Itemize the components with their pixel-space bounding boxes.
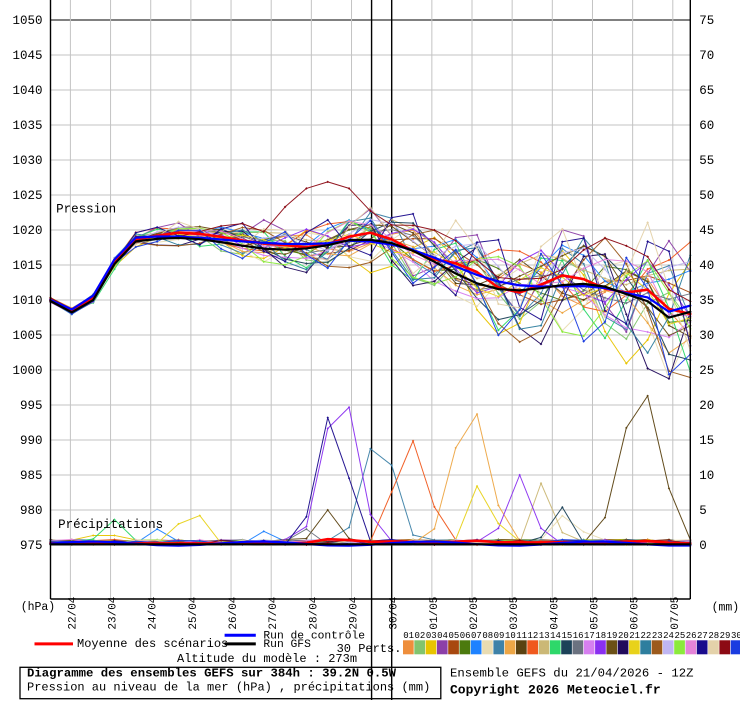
svg-text:05: 05 — [448, 631, 459, 641]
svg-text:10: 10 — [699, 469, 714, 483]
svg-text:1040: 1040 — [12, 84, 42, 98]
svg-text:Altitude du modèle : 273m: Altitude du modèle : 273m — [177, 652, 357, 666]
svg-text:14: 14 — [550, 631, 561, 641]
svg-text:22/04: 22/04 — [67, 596, 79, 629]
svg-text:Diagramme des ensembles GEFS s: Diagramme des ensembles GEFS sur 384h : … — [27, 667, 397, 681]
svg-text:26: 26 — [686, 631, 697, 641]
svg-text:28/04: 28/04 — [308, 596, 320, 629]
svg-text:06/05: 06/05 — [630, 597, 642, 630]
svg-text:0: 0 — [699, 539, 707, 553]
svg-text:995: 995 — [20, 399, 43, 413]
svg-text:15: 15 — [561, 631, 572, 641]
svg-text:Pression au niveau de la mer (: Pression au niveau de la mer (hPa) , pré… — [27, 681, 430, 695]
svg-text:28: 28 — [708, 631, 719, 641]
svg-text:09: 09 — [494, 631, 505, 641]
svg-text:18: 18 — [595, 631, 606, 641]
svg-text:60: 60 — [699, 119, 714, 133]
svg-text:19: 19 — [607, 631, 618, 641]
svg-text:Moyenne des scénarios: Moyenne des scénarios — [77, 637, 228, 651]
svg-text:25/04: 25/04 — [188, 596, 200, 629]
svg-text:21: 21 — [629, 631, 640, 641]
svg-text:30: 30 — [731, 631, 740, 641]
svg-text:08: 08 — [482, 631, 493, 641]
svg-text:70: 70 — [699, 49, 714, 63]
svg-text:12: 12 — [528, 631, 539, 641]
svg-text:Pression: Pression — [56, 202, 116, 216]
svg-text:06: 06 — [460, 631, 471, 641]
svg-text:1045: 1045 — [12, 49, 42, 63]
svg-text:29/04: 29/04 — [349, 596, 361, 629]
svg-text:Run GFS: Run GFS — [263, 639, 311, 651]
svg-text:20: 20 — [618, 631, 629, 641]
svg-text:02/05: 02/05 — [469, 597, 481, 630]
svg-text:25: 25 — [699, 364, 714, 378]
svg-text:40: 40 — [699, 259, 714, 273]
svg-text:07: 07 — [471, 631, 482, 641]
svg-text:15: 15 — [699, 434, 714, 448]
svg-text:05/05: 05/05 — [589, 597, 601, 630]
svg-text:Ensemble GEFS du 21/04/2026 -: Ensemble GEFS du 21/04/2026 - 12Z — [450, 667, 694, 681]
svg-text:990: 990 — [20, 434, 43, 448]
svg-text:Précipitations: Précipitations — [58, 518, 163, 532]
svg-text:04: 04 — [437, 631, 448, 641]
svg-text:1005: 1005 — [12, 329, 42, 343]
svg-text:02: 02 — [415, 631, 426, 641]
svg-text:30 Perts.: 30 Perts. — [337, 642, 402, 656]
svg-text:980: 980 — [20, 504, 43, 518]
svg-text:22: 22 — [641, 631, 652, 641]
svg-text:45: 45 — [699, 224, 714, 238]
svg-text:20: 20 — [699, 399, 714, 413]
svg-text:17: 17 — [584, 631, 595, 641]
svg-text:04/05: 04/05 — [549, 597, 561, 630]
svg-text:13: 13 — [539, 631, 550, 641]
svg-text:35: 35 — [699, 294, 714, 308]
svg-text:23: 23 — [652, 631, 663, 641]
svg-text:03: 03 — [426, 631, 437, 641]
svg-text:975: 975 — [20, 539, 43, 553]
svg-text:26/04: 26/04 — [228, 596, 240, 629]
svg-text:1015: 1015 — [12, 259, 42, 273]
svg-text:30/04: 30/04 — [389, 596, 401, 629]
svg-text:Copyright 2026 Meteociel.fr: Copyright 2026 Meteociel.fr — [450, 683, 661, 698]
svg-text:1025: 1025 — [12, 189, 42, 203]
svg-text:03/05: 03/05 — [509, 597, 521, 630]
svg-text:985: 985 — [20, 469, 43, 483]
svg-text:24: 24 — [663, 631, 674, 641]
svg-text:1000: 1000 — [12, 364, 42, 378]
svg-text:01/05: 01/05 — [429, 597, 441, 630]
svg-text:65: 65 — [699, 84, 714, 98]
svg-text:30: 30 — [699, 329, 714, 343]
svg-text:1035: 1035 — [12, 119, 42, 133]
svg-text:1050: 1050 — [12, 14, 42, 28]
svg-text:29: 29 — [720, 631, 731, 641]
svg-text:10: 10 — [505, 631, 516, 641]
svg-text:(hPa): (hPa) — [21, 601, 56, 614]
svg-text:55: 55 — [699, 154, 714, 168]
svg-text:07/05: 07/05 — [670, 597, 682, 630]
svg-text:23/04: 23/04 — [108, 596, 120, 629]
svg-text:1030: 1030 — [12, 154, 42, 168]
svg-text:24/04: 24/04 — [148, 596, 160, 629]
svg-text:16: 16 — [573, 631, 584, 641]
svg-text:1010: 1010 — [12, 294, 42, 308]
svg-text:50: 50 — [699, 189, 714, 203]
svg-text:27: 27 — [697, 631, 708, 641]
svg-text:(mm): (mm) — [712, 601, 740, 614]
svg-text:75: 75 — [699, 14, 714, 28]
svg-text:5: 5 — [699, 504, 707, 518]
svg-text:25: 25 — [674, 631, 685, 641]
svg-text:11: 11 — [516, 631, 527, 641]
svg-text:1020: 1020 — [12, 224, 42, 238]
svg-text:27/04: 27/04 — [268, 596, 280, 629]
svg-text:01: 01 — [403, 631, 414, 641]
